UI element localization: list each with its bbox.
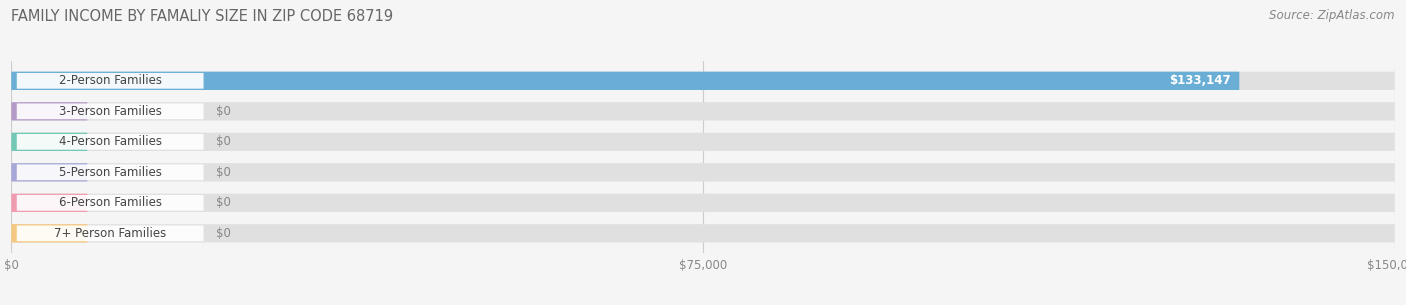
Text: 2-Person Families: 2-Person Families [59, 74, 162, 87]
FancyBboxPatch shape [11, 224, 1395, 242]
Text: $0: $0 [217, 196, 231, 209]
Text: 4-Person Families: 4-Person Families [59, 135, 162, 148]
FancyBboxPatch shape [17, 225, 204, 241]
FancyBboxPatch shape [11, 72, 1395, 90]
Text: $0: $0 [217, 135, 231, 148]
FancyBboxPatch shape [11, 133, 87, 151]
FancyBboxPatch shape [11, 163, 1395, 181]
FancyBboxPatch shape [17, 195, 204, 211]
FancyBboxPatch shape [11, 133, 1395, 151]
FancyBboxPatch shape [11, 163, 87, 181]
Text: $0: $0 [217, 166, 231, 179]
FancyBboxPatch shape [17, 164, 204, 180]
FancyBboxPatch shape [17, 73, 204, 89]
FancyBboxPatch shape [11, 72, 1239, 90]
FancyBboxPatch shape [11, 102, 1395, 120]
Text: 5-Person Families: 5-Person Families [59, 166, 162, 179]
Text: FAMILY INCOME BY FAMALIY SIZE IN ZIP CODE 68719: FAMILY INCOME BY FAMALIY SIZE IN ZIP COD… [11, 9, 394, 24]
FancyBboxPatch shape [17, 103, 204, 119]
FancyBboxPatch shape [17, 134, 204, 150]
Text: $133,147: $133,147 [1170, 74, 1232, 87]
Text: $0: $0 [217, 105, 231, 118]
Text: Source: ZipAtlas.com: Source: ZipAtlas.com [1270, 9, 1395, 22]
FancyBboxPatch shape [11, 194, 1395, 212]
FancyBboxPatch shape [11, 194, 87, 212]
Text: $0: $0 [217, 227, 231, 240]
FancyBboxPatch shape [11, 102, 87, 120]
Text: 6-Person Families: 6-Person Families [59, 196, 162, 209]
FancyBboxPatch shape [11, 224, 87, 242]
Text: 3-Person Families: 3-Person Families [59, 105, 162, 118]
Text: 7+ Person Families: 7+ Person Families [53, 227, 166, 240]
